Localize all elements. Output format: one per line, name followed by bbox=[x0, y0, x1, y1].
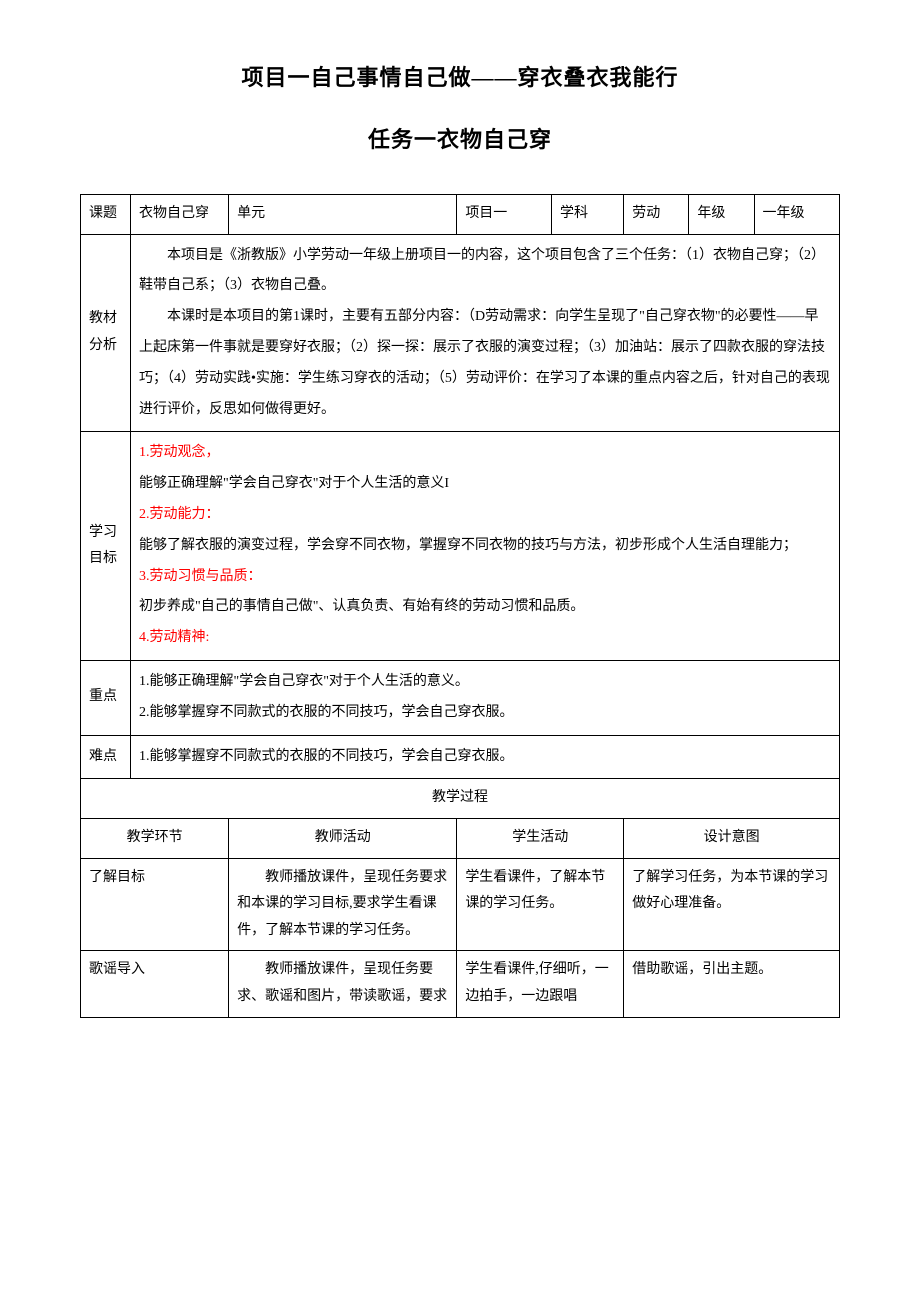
lesson-plan-table: 课题 衣物自己穿 单元 项目一 学科 劳动 年级 一年级 教材分析 本项目是《浙… bbox=[80, 194, 840, 1018]
material-analysis-row: 教材分析 本项目是《浙教版》小学劳动一年级上册项目一的内容，这个项目包含了三个任… bbox=[81, 234, 840, 432]
value-subject: 劳动 bbox=[624, 195, 689, 235]
value-topic: 衣物自己穿 bbox=[131, 195, 229, 235]
process-intent-1: 了解学习任务，为本节课的学习做好心理准备。 bbox=[624, 858, 840, 951]
process-header-row: 教学环节 教师活动 学生活动 设计意图 bbox=[81, 818, 840, 858]
material-para1: 本项目是《浙教版》小学劳动一年级上册项目一的内容，这个项目包含了三个任务：（1）… bbox=[139, 241, 831, 303]
sub-title: 任务一衣物自己穿 bbox=[80, 122, 840, 154]
process-header-phase: 教学环节 bbox=[81, 818, 229, 858]
process-student-1: 学生看课件，了解本节课的学习任务。 bbox=[457, 858, 624, 951]
goal-4-heading: 4.劳动精神: bbox=[139, 623, 831, 654]
label-unit: 单元 bbox=[229, 195, 457, 235]
process-teacher-1: 教师播放课件，呈现任务要求和本课的学习目标,要求学生看课件，了解本节课的学习任务… bbox=[229, 858, 457, 951]
process-row-1: 了解目标 教师播放课件，呈现任务要求和本课的学习目标,要求学生看课件，了解本节课… bbox=[81, 858, 840, 951]
goal-3-text: 初步养成"自己的事情自己做"、认真负责、有始有终的劳动习惯和品质。 bbox=[139, 592, 831, 623]
header-row: 课题 衣物自己穿 单元 项目一 学科 劳动 年级 一年级 bbox=[81, 195, 840, 235]
main-title: 项目一自己事情自己做——穿衣叠衣我能行 bbox=[80, 60, 840, 92]
process-row-2: 歌谣导入 教师播放课件，呈现任务要求、歌谣和图片，带读歌谣，要求 学生看课件,仔… bbox=[81, 951, 840, 1017]
key-points-content: 1.能够正确理解"学会自己穿衣"对于个人生活的意义。 2.能够掌握穿不同款式的衣… bbox=[131, 660, 840, 735]
goal-2-heading: 2.劳动能力： bbox=[139, 500, 831, 531]
process-title-row: 教学过程 bbox=[81, 779, 840, 819]
material-analysis-content: 本项目是《浙教版》小学劳动一年级上册项目一的内容，这个项目包含了三个任务：（1）… bbox=[131, 234, 840, 432]
difficulties-content: 1.能够掌握穿不同款式的衣服的不同技巧，学会自己穿衣服。 bbox=[131, 735, 840, 779]
process-header-student: 学生活动 bbox=[457, 818, 624, 858]
label-subject: 学科 bbox=[551, 195, 623, 235]
process-phase-1: 了解目标 bbox=[81, 858, 229, 951]
difficulties-row: 难点 1.能够掌握穿不同款式的衣服的不同技巧，学会自己穿衣服。 bbox=[81, 735, 840, 779]
process-header-teacher: 教师活动 bbox=[229, 818, 457, 858]
goal-3-heading: 3.劳动习惯与品质： bbox=[139, 562, 831, 593]
label-grade: 年级 bbox=[689, 195, 754, 235]
process-phase-2: 歌谣导入 bbox=[81, 951, 229, 1017]
goal-1-text: 能够正确理解"学会自己穿衣"对于个人生活的意义I bbox=[139, 469, 831, 500]
value-unit: 项目一 bbox=[457, 195, 552, 235]
process-title: 教学过程 bbox=[81, 779, 840, 819]
difficulties-label: 难点 bbox=[81, 735, 131, 779]
difficulty-1: 1.能够掌握穿不同款式的衣服的不同技巧，学会自己穿衣服。 bbox=[139, 742, 831, 773]
goal-1-heading: 1.劳动观念， bbox=[139, 438, 831, 469]
process-header-intent: 设计意图 bbox=[624, 818, 840, 858]
process-student-2: 学生看课件,仔细听，一边拍手，一边跟唱 bbox=[457, 951, 624, 1017]
key-points-row: 重点 1.能够正确理解"学会自己穿衣"对于个人生活的意义。 2.能够掌握穿不同款… bbox=[81, 660, 840, 735]
learning-goals-label: 学习目标 bbox=[81, 432, 131, 661]
key-point-1: 1.能够正确理解"学会自己穿衣"对于个人生活的意义。 bbox=[139, 667, 831, 698]
value-grade: 一年级 bbox=[754, 195, 839, 235]
key-points-label: 重点 bbox=[81, 660, 131, 735]
learning-goals-content: 1.劳动观念， 能够正确理解"学会自己穿衣"对于个人生活的意义I 2.劳动能力：… bbox=[131, 432, 840, 661]
key-point-2: 2.能够掌握穿不同款式的衣服的不同技巧，学会自己穿衣服。 bbox=[139, 698, 831, 729]
process-intent-2: 借助歌谣，引出主题。 bbox=[624, 951, 840, 1017]
process-teacher-2: 教师播放课件，呈现任务要求、歌谣和图片，带读歌谣，要求 bbox=[229, 951, 457, 1017]
material-analysis-label: 教材分析 bbox=[81, 234, 131, 432]
goal-2-text: 能够了解衣服的演变过程，学会穿不同衣物，掌握穿不同衣物的技巧与方法，初步形成个人… bbox=[139, 531, 831, 562]
label-topic: 课题 bbox=[81, 195, 131, 235]
material-para2: 本课时是本项目的第1课时，主要有五部分内容：（D劳动需求：向学生呈现了"自己穿衣… bbox=[139, 302, 831, 425]
learning-goals-row: 学习目标 1.劳动观念， 能够正确理解"学会自己穿衣"对于个人生活的意义I 2.… bbox=[81, 432, 840, 661]
